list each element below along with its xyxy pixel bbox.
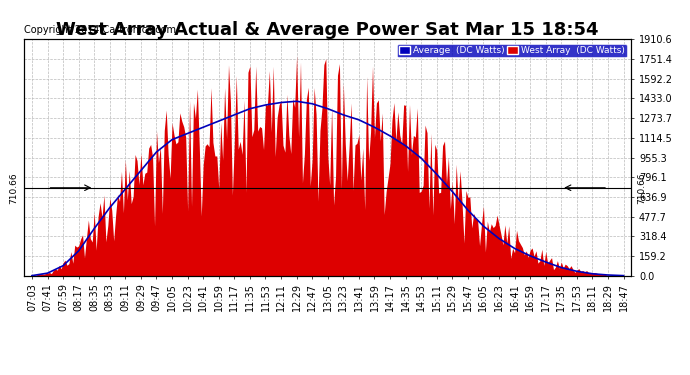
Text: 710.66: 710.66 — [638, 172, 647, 204]
Title: West Array Actual & Average Power Sat Mar 15 18:54: West Array Actual & Average Power Sat Ma… — [57, 21, 599, 39]
Legend: Average  (DC Watts), West Array  (DC Watts): Average (DC Watts), West Array (DC Watts… — [397, 44, 627, 57]
Text: 710.66: 710.66 — [9, 172, 18, 204]
Text: Copyright 2014 Cartronics.com: Copyright 2014 Cartronics.com — [24, 25, 176, 34]
